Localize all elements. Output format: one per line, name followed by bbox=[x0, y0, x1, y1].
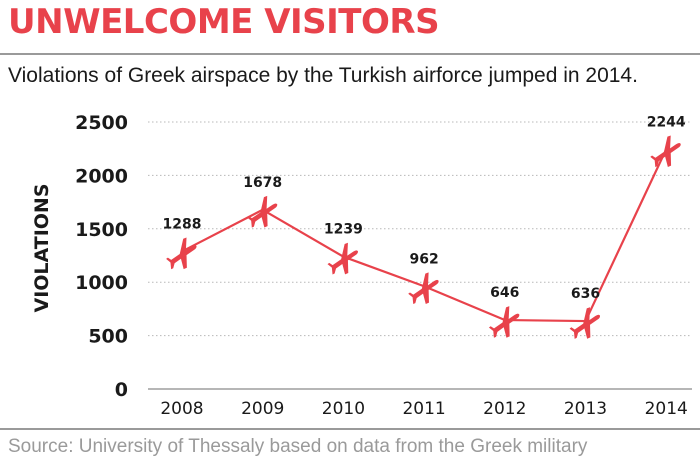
x-tick-label: 2009 bbox=[241, 399, 284, 419]
airplane-icon bbox=[569, 307, 601, 339]
data-label: 1239 bbox=[324, 222, 363, 238]
chart-subtitle: Violations of Greek airspace by the Turk… bbox=[8, 64, 638, 87]
title-divider bbox=[0, 53, 700, 55]
data-labels: 1288 1678 1239 962 646 636 2244 bbox=[163, 114, 686, 302]
airplane-icon bbox=[246, 195, 278, 228]
y-tick-label: 2000 bbox=[75, 165, 128, 187]
x-tick-label: 2013 bbox=[564, 399, 607, 419]
footer-divider bbox=[0, 428, 700, 430]
y-tick-label: 0 bbox=[115, 379, 128, 401]
y-axis-ticks: 0 500 1000 1500 2000 2500 bbox=[75, 112, 128, 401]
airplane-icon bbox=[488, 306, 520, 338]
x-tick-label: 2012 bbox=[483, 399, 526, 419]
y-tick-label: 2500 bbox=[75, 112, 128, 134]
airplane-icon bbox=[327, 242, 358, 275]
x-tick-label: 2011 bbox=[402, 399, 445, 419]
y-tick-label: 1500 bbox=[75, 219, 128, 241]
gridlines bbox=[148, 121, 692, 390]
source-note: Source: University of Thessaly based on … bbox=[8, 436, 588, 457]
x-axis-ticks: 2008 2009 2010 2011 2012 2013 2014 bbox=[160, 399, 687, 419]
x-tick-label: 2014 bbox=[645, 399, 688, 419]
y-tick-label: 500 bbox=[88, 326, 128, 348]
airplane-icon bbox=[166, 237, 197, 270]
data-label: 636 bbox=[571, 286, 600, 302]
airplane-icon bbox=[650, 135, 681, 168]
data-label: 1288 bbox=[163, 216, 202, 232]
data-label: 962 bbox=[409, 251, 438, 267]
y-tick-label: 1000 bbox=[75, 272, 128, 294]
x-tick-label: 2008 bbox=[160, 399, 203, 419]
data-label: 646 bbox=[490, 285, 519, 301]
x-tick-label: 2010 bbox=[322, 399, 365, 419]
data-label: 2244 bbox=[647, 114, 686, 130]
chart-title: UNWELCOME VISITORS bbox=[8, 2, 440, 42]
data-label: 1678 bbox=[243, 175, 282, 191]
airplane-icon bbox=[408, 272, 439, 305]
line-chart: VIOLATIONS 0 500 1000 1500 2000 2500 2008 2009… bbox=[31, 112, 692, 419]
data-markers bbox=[166, 135, 681, 339]
y-axis-label: VIOLATIONS bbox=[31, 183, 53, 312]
